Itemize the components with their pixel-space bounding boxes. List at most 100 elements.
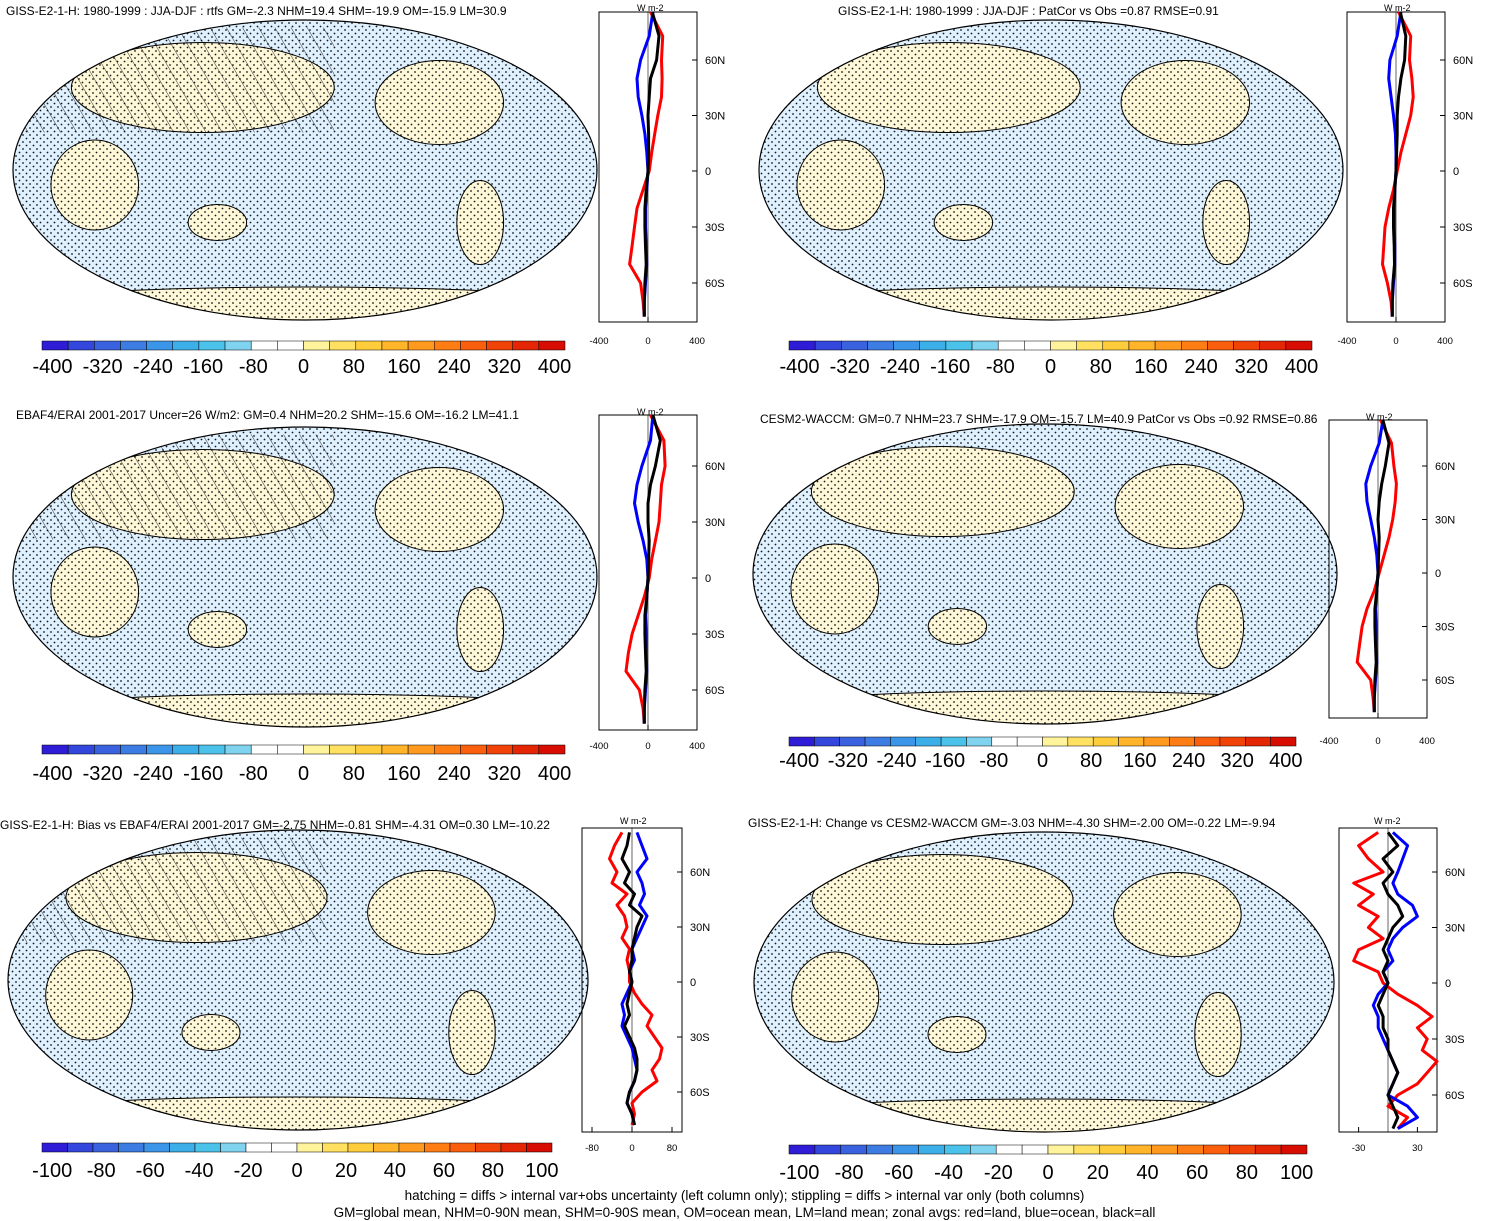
colorbar-swatch-p4-4 <box>890 736 917 747</box>
colorbar-label-p6-3: -40 <box>934 1162 963 1184</box>
profile-ylabel-p4-4: 60S <box>1435 675 1455 687</box>
colorbar-label-p3-0: -400 <box>32 763 72 785</box>
colorbar-swatch-p4-14 <box>1143 736 1170 747</box>
colorbar-swatch-p5-12 <box>347 1142 374 1153</box>
colorbar-swatch-p2-18 <box>1259 340 1287 351</box>
colorbar-swatch-p1-7 <box>224 340 252 351</box>
colorbar-label-p3-1: -320 <box>83 763 123 785</box>
colorbar-swatch-p3-11 <box>329 744 357 755</box>
colorbar-label-p6-6: 20 <box>1087 1162 1109 1184</box>
profile-ylabel-p3-3: 30S <box>705 629 725 641</box>
colorbar-swatch-p1-8 <box>250 340 278 351</box>
profile-ylabel-p4-3: 30S <box>1435 622 1455 634</box>
colorbar-swatch-p3-12 <box>355 744 383 755</box>
profile-xlabel-p4-2: 400 <box>1419 736 1435 747</box>
colorbar-swatch-p6-11 <box>1073 1144 1101 1155</box>
colorbar-swatch-p5-3 <box>118 1142 145 1153</box>
colorbar-swatch-p5-16 <box>449 1142 476 1153</box>
colorbar-swatch-p1-1 <box>67 340 95 351</box>
colorbar-swatch-p1-12 <box>355 340 383 351</box>
profile-line-all-p4 <box>1372 419 1391 713</box>
colorbar-swatch-p5-2 <box>92 1142 119 1153</box>
colorbar-swatch-p3-13 <box>381 744 409 755</box>
map-border-p3 <box>12 426 598 728</box>
panel-p2: -400 -320 -240 -160 -80 0 80 160 240 320 400 60N 30N… <box>758 11 1473 378</box>
colorbar-label-p2-0: -400 <box>779 356 819 378</box>
colorbar-swatch-p6-5 <box>918 1144 945 1155</box>
colorbar-label-p5-10: 100 <box>525 1160 558 1182</box>
map-p5 <box>8 830 588 1130</box>
profile-ylabel-p6-3: 30S <box>1445 1034 1465 1046</box>
colorbar-swatch-p2-14 <box>1154 340 1182 351</box>
profile-xlabel-p1-1: 0 <box>645 336 650 347</box>
colorbar-swatch-p1-19 <box>538 340 566 351</box>
profile-xlabel-p3-0: -400 <box>589 741 608 752</box>
colorbar-label-p5-0: -100 <box>32 1160 72 1182</box>
colorbar-swatch-p3-18 <box>512 744 540 755</box>
colorbar-swatch-p1-2 <box>94 340 121 351</box>
colorbar-label-p5-2: -60 <box>136 1160 165 1182</box>
colorbar-swatch-p2-2 <box>841 340 868 351</box>
colorbar-swatch-p6-19 <box>1280 1144 1308 1155</box>
colorbar-swatch-p3-19 <box>538 744 566 755</box>
map-p1 <box>13 20 597 320</box>
colorbar-label-p5-4: -20 <box>234 1160 263 1182</box>
colorbar-label-p2-6: 80 <box>1090 356 1112 378</box>
colorbar-label-p3-2: -240 <box>133 763 173 785</box>
colorbar-label-p1-8: 240 <box>437 356 470 378</box>
profile-ylabel-p6-4: 60S <box>1445 1090 1465 1102</box>
footnote-line-2: GM=global mean, NHM=0-90N mean, SHM=0-90… <box>333 1205 1156 1220</box>
profile-ylabel-p5-3: 30S <box>690 1032 710 1044</box>
colorbar-swatch-p2-19 <box>1285 340 1313 351</box>
colorbar-label-p5-6: 20 <box>335 1160 357 1182</box>
profile-ylabel-p2-1: 30N <box>1453 111 1473 123</box>
colorbar-swatch-p3-4 <box>146 744 174 755</box>
colorbar-swatch-p3-6 <box>198 744 226 755</box>
colorbar-label-p5-9: 80 <box>482 1160 504 1182</box>
colorbar-label-p2-10: 400 <box>1285 356 1318 378</box>
map-p3 <box>13 427 597 727</box>
colorbar-swatch-p6-12 <box>1099 1144 1126 1155</box>
colorbar-swatch-p5-8 <box>245 1142 272 1153</box>
colorbar-label-p6-4: -20 <box>984 1162 1013 1184</box>
colorbar-label-p3-10: 400 <box>538 763 571 785</box>
map-border-p5 <box>7 829 589 1131</box>
colorbar-swatch-p5-4 <box>143 1142 170 1153</box>
colorbar-swatch-p5-13 <box>373 1142 400 1153</box>
colorbar-label-p5-1: -80 <box>87 1160 116 1182</box>
panel-title-p2: GISS-E2-1-H: 1980-1999 : JJA-DJF : PatCo… <box>838 4 1219 18</box>
map-p2 <box>759 20 1343 320</box>
colorbar-swatch-p3-8 <box>250 744 278 755</box>
profile-xlabel-p5-1: 0 <box>629 1143 634 1154</box>
colorbar-swatch-p5-17 <box>475 1142 502 1153</box>
colorbar-swatch-p2-6 <box>945 340 973 351</box>
colorbar-swatch-p4-12 <box>1092 736 1119 747</box>
colorbar-label-p4-7: 160 <box>1123 750 1156 772</box>
colorbar-swatch-p3-14 <box>407 744 435 755</box>
map-p6 <box>754 832 1334 1132</box>
colorbar-swatch-p6-16 <box>1203 1144 1230 1155</box>
profile-units-p5: W m-2 <box>620 816 647 826</box>
colorbar-label-p6-8: 60 <box>1186 1162 1208 1184</box>
colorbar-swatch-p5-5 <box>169 1142 196 1153</box>
panel-p6: -100 -80 -60 -40 -20 0 20 40 60 80 100 60N 30N 0 30S 60… <box>753 827 1465 1184</box>
panel-p4: -400 -320 -240 -160 -80 0 80 160 240 320 400 60N 30N… <box>752 419 1455 772</box>
colorbar-label-p3-5: 0 <box>298 763 309 785</box>
profile-line-all-p1 <box>642 11 661 317</box>
profile-xlabel-p6-0: -30 <box>1352 1143 1366 1154</box>
colorbar-swatch-p4-1 <box>814 736 840 747</box>
colorbar-label-p1-10: 400 <box>538 356 571 378</box>
panel-title-p6: GISS-E2-1-H: Change vs CESM2-WACCM GM=-3… <box>748 816 1276 830</box>
profile-ylabel-p4-2: 0 <box>1435 568 1441 580</box>
profile-ylabel-p1-3: 30S <box>705 222 725 234</box>
profile-xlabel-p2-0: -400 <box>1337 336 1356 347</box>
colorbar-label-p2-8: 240 <box>1184 356 1217 378</box>
profile-line-all-p6 <box>1376 831 1405 1130</box>
colorbar-swatch-p5-11 <box>322 1142 349 1153</box>
colorbar-swatch-p4-17 <box>1219 736 1246 747</box>
colorbar-label-p5-7: 40 <box>384 1160 406 1182</box>
colorbar-swatch-p6-8 <box>995 1144 1023 1155</box>
map-border-p2 <box>758 19 1344 321</box>
colorbar-swatch-p2-17 <box>1233 340 1260 351</box>
colorbar-swatch-p3-3 <box>120 744 147 755</box>
